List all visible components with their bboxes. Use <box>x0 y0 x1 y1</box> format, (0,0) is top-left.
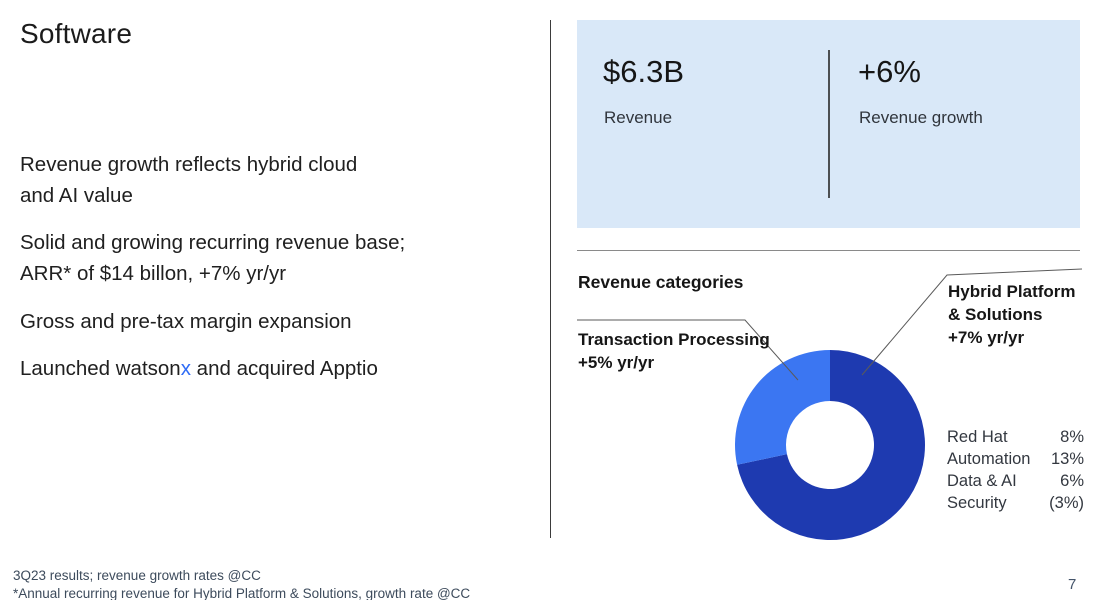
legend-value: 13% <box>1050 450 1084 468</box>
callout-line-text: Transaction Processing <box>578 330 770 349</box>
donut-segment-hybrid-platform <box>737 350 926 540</box>
revenue-growth-label: Revenue growth <box>859 108 983 127</box>
revenue-growth-value: +6% <box>858 54 921 89</box>
bullet-text-prefix: Launched watson <box>20 357 181 380</box>
sub-category-legend: Red Hat 8% Automation 13% Data & AI 6% S… <box>947 426 1084 514</box>
legend-name: Security <box>947 494 1007 512</box>
footnote-line: *Annual recurring revenue for Hybrid Pla… <box>13 585 471 600</box>
vertical-divider <box>550 20 551 538</box>
legend-row: Red Hat 8% <box>947 426 1084 448</box>
donut-segment-transaction-processing <box>735 350 830 465</box>
donut-chart <box>577 268 1083 540</box>
callout-line-transaction-processing <box>577 319 799 381</box>
callout-growth-text: +7% yr/yr <box>948 328 1025 347</box>
bullet-line: ARR* of $14 billon, +7% yr/yr <box>20 262 287 285</box>
bullet-revenue-growth: Revenue growth reflects hybrid cloud and … <box>20 149 530 211</box>
callout-line-text: Hybrid Platform <box>948 282 1076 301</box>
legend-row: Data & AI 6% <box>947 470 1084 492</box>
callout-line-hybrid-platform <box>861 268 1083 376</box>
kpi-box: $6.3B Revenue +6% Revenue growth <box>577 20 1080 228</box>
bullet-margin-expansion: Gross and pre-tax margin expansion <box>20 306 530 337</box>
revenue-value: $6.3B <box>603 54 685 89</box>
legend-row: Automation 13% <box>947 448 1084 470</box>
revenue-label: Revenue <box>604 108 673 127</box>
bullet-line: and AI value <box>20 184 133 207</box>
bullet-line: Revenue growth reflects hybrid cloud <box>20 153 358 176</box>
bullet-line: Solid and growing recurring revenue base… <box>20 231 406 254</box>
footnote-line: 3Q23 results; revenue growth rates @CC <box>13 568 261 583</box>
bullet-watsonx-apptio: Launched watsonx and acquired Apptio <box>20 353 530 384</box>
label-transaction-processing: Transaction Processing +5% yr/yr <box>578 328 770 374</box>
legend-name: Red Hat <box>947 428 1008 446</box>
bullet-line: Gross and pre-tax margin expansion <box>20 310 352 333</box>
bullet-recurring-revenue: Solid and growing recurring revenue base… <box>20 227 530 289</box>
legend-value: 8% <box>1060 428 1084 446</box>
footnotes: 3Q23 results; revenue growth rates @CC *… <box>13 567 470 600</box>
bullet-text-suffix: and acquired Apptio <box>190 357 378 380</box>
chart-heading: Revenue categories <box>578 272 744 292</box>
callout-line-text: & Solutions <box>948 305 1043 324</box>
legend-value: 6% <box>1060 472 1084 490</box>
label-hybrid-platform: Hybrid Platform & Solutions +7% yr/yr <box>948 280 1076 349</box>
legend-value: (3%) <box>1049 494 1084 512</box>
page-title: Software <box>20 18 133 49</box>
legend-row: Security (3%) <box>947 492 1084 514</box>
legend-name: Data & AI <box>947 472 1017 490</box>
kpi-divider <box>828 50 830 198</box>
page-number: 7 <box>1068 576 1077 593</box>
callout-growth-text: +5% yr/yr <box>578 353 655 372</box>
watsonx-accent-letter: x <box>180 357 191 380</box>
legend-name: Automation <box>947 450 1031 468</box>
section-divider <box>577 250 1080 251</box>
